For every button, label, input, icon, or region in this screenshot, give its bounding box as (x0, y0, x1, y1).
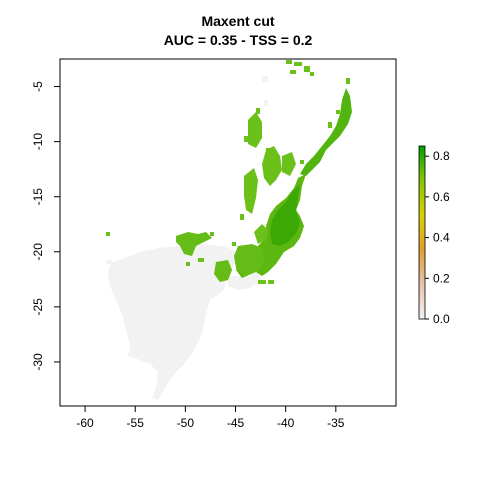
y-tick-label: -20 (31, 243, 45, 261)
suitable-pixel (268, 280, 274, 284)
suitable-pixel (106, 232, 110, 236)
suitable-pixel (286, 60, 292, 64)
suitable-patch-interior-1 (244, 168, 258, 214)
suitable-patch-south (214, 260, 232, 282)
suitable-pixels (106, 60, 350, 284)
x-tick-label: -35 (327, 416, 345, 430)
x-tick-label: -60 (76, 416, 94, 430)
suitable-pixel (266, 148, 270, 152)
x-tick-label: -50 (177, 416, 195, 430)
color-legend: 0.0 0.2 0.4 0.6 0.8 (418, 145, 450, 326)
legend-tick-label: 0.2 (433, 271, 450, 285)
land-pixel (106, 260, 112, 264)
title-line-2: AUC = 0.35 - TSS = 0.2 (164, 32, 313, 48)
suitable-patch-interior-5 (254, 224, 268, 244)
y-tick-label: -5 (31, 81, 45, 92)
legend-tick-label: 0.0 (433, 312, 450, 326)
title-line-1: Maxent cut (201, 13, 274, 29)
suitable-pixel (328, 122, 332, 128)
suitable-patch-center (234, 244, 264, 276)
plot-frame (59, 58, 397, 407)
suitable-pixel (300, 160, 304, 164)
suitable-pixel (258, 280, 266, 284)
suitable-pixel (310, 72, 314, 76)
y-tick-label: -15 (31, 188, 45, 206)
x-axis: -60 -55 -50 -45 -40 -35 (76, 406, 345, 430)
suitable-patch-interior-4 (282, 152, 296, 176)
study-area-land (108, 244, 236, 400)
suitable-pixel (346, 78, 350, 84)
y-tick-label: -30 (31, 353, 45, 371)
y-axis: -5 -10 -15 -20 -25 -30 (31, 81, 60, 371)
suitable-pixel (232, 242, 236, 246)
suitable-pixel (290, 70, 296, 74)
suitable-pixel (244, 136, 248, 142)
legend-tick-label: 0.6 (433, 190, 450, 204)
land-fragment (226, 270, 262, 290)
color-bar (418, 145, 426, 320)
suitable-pixel (186, 262, 190, 266)
legend-tick-label: 0.8 (433, 149, 450, 163)
land-pixel (264, 100, 268, 106)
suitable-pixel (198, 258, 204, 262)
y-tick-label: -10 (31, 133, 45, 151)
suitable-pixel (210, 232, 214, 236)
x-tick-label: -40 (277, 416, 295, 430)
y-tick-label: -25 (31, 298, 45, 316)
suitable-pixel (304, 66, 310, 72)
legend-tick-label: 0.4 (433, 231, 450, 245)
suitable-patch-west (176, 232, 212, 256)
suitable-pixel (256, 108, 260, 114)
suitable-pixel (336, 110, 340, 114)
prediction-raster (106, 60, 352, 400)
x-tick-label: -45 (227, 416, 245, 430)
suitable-area-coast (300, 88, 352, 176)
suitable-pixel (294, 62, 302, 66)
suitable-patch-interior-2 (262, 146, 282, 186)
x-tick-label: -55 (127, 416, 145, 430)
suitable-pixel (240, 214, 244, 220)
map-title: Maxent cut AUC = 0.35 - TSS = 0.2 (164, 13, 313, 48)
suitable-area-core (270, 184, 300, 246)
suitable-patch-interior-3 (248, 112, 262, 148)
land-pixel (262, 76, 268, 82)
